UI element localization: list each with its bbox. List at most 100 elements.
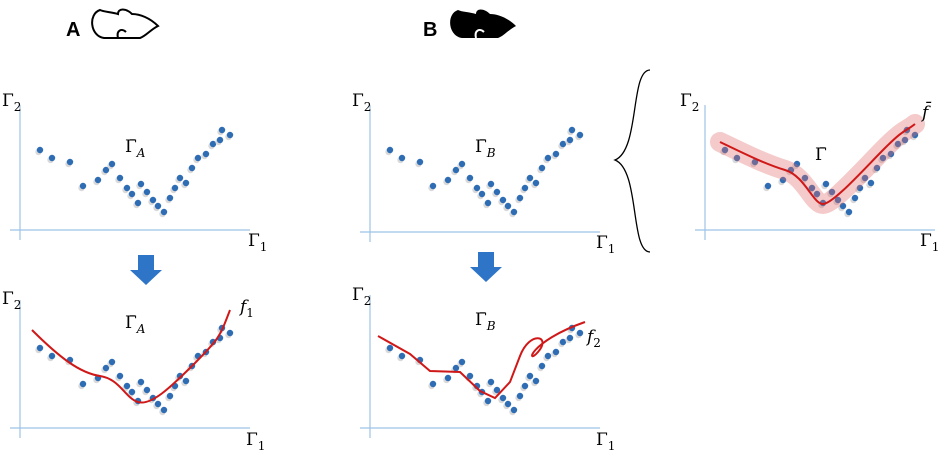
dot [452,166,460,174]
dot [386,344,394,352]
dot [544,154,552,162]
dot [568,126,576,134]
x-axis-label: Γ1 [248,231,267,254]
dot [188,164,196,172]
dot [226,131,234,139]
dot [828,188,836,196]
x-axis-label-symbol: Γ [920,231,932,251]
curve-group [31,309,231,404]
dot [128,388,136,396]
dot [516,194,524,202]
dot [499,196,507,204]
y-axis-label: Γ2 [352,91,371,114]
dot [116,372,124,380]
set-label-symbol: Γ̄ [475,310,487,330]
dot [911,131,919,139]
dot [721,146,729,154]
dot [764,182,772,190]
dot [429,182,437,190]
y-axis-label-subscript: 2 [14,298,22,312]
set-label-symbol: Γ̄ [125,137,137,157]
dot [137,180,145,188]
dot [839,202,847,210]
dot [458,160,466,168]
x-axis-label: Γ1 [596,233,615,256]
x-axis-label-subscript: 1 [258,439,266,453]
dot [552,348,560,356]
set-label-subscript: A [136,146,146,160]
dot [386,146,394,154]
set-label-symbol: Γ̄ [475,137,487,157]
curve-label-symbol: f [585,327,596,347]
dot [444,176,452,184]
x-axis-label: Γ1 [596,430,615,453]
dot [487,180,495,188]
set-label-subscript: B [486,319,496,333]
curve [31,309,231,404]
dot [216,136,224,144]
dot [143,188,151,196]
y-axis-label: Γ2 [352,285,371,308]
dot [521,382,529,390]
dot [510,208,518,216]
dot [94,176,102,184]
dot [48,154,56,162]
dot [137,378,145,386]
dot [466,174,474,182]
x-axis-label-symbol: Γ [246,430,258,450]
dot [566,334,574,342]
x-axis-label-subscript: 1 [608,242,616,256]
dot [160,406,168,414]
dot [845,208,853,216]
dot [808,184,816,192]
x-axis-label: Γ1 [920,231,939,254]
dot [873,164,881,172]
dot [466,372,474,380]
dots [35,324,234,416]
dot [532,179,540,187]
dot [856,184,864,192]
dot [452,364,460,372]
dot [566,136,574,144]
dot [128,190,136,198]
x-axis-label-symbol: Γ [596,430,608,450]
dot [901,136,909,144]
curve-label: f̄ [920,100,932,123]
mouse-icon [91,8,160,39]
set-label: Γ̄ [815,145,827,165]
dot [813,190,821,198]
dot [171,184,179,192]
dot [108,358,116,366]
curve-label: f1 [238,297,254,320]
curve-label-symbol: f̄ [920,100,932,123]
dot [478,190,486,198]
dot [36,146,44,154]
dot [544,352,552,360]
dot [226,329,234,337]
dot [559,338,567,346]
dot [793,160,801,168]
dot [79,380,87,388]
dot [79,182,87,190]
dot [887,150,895,158]
dot [779,176,787,184]
dot [36,344,44,352]
heading: A [66,19,80,41]
dot [894,140,902,148]
curve-label-symbol: f [238,297,249,317]
set-label-subscript: A [136,322,146,336]
x-axis-label-subscript: 1 [932,240,940,254]
dot [526,372,534,380]
dot [493,188,501,196]
dot [429,380,437,388]
set-label-subscript: B [486,146,496,160]
dot [861,174,869,182]
dot [116,174,124,182]
set-label: Γ̄B [475,310,496,333]
curve [377,321,586,400]
y-axis-label-symbol: Γ [352,91,364,111]
dot [499,394,507,402]
x-axis-label-symbol: Γ [596,233,608,253]
curve-label-subscript: 2 [593,336,601,350]
dot [218,126,226,134]
